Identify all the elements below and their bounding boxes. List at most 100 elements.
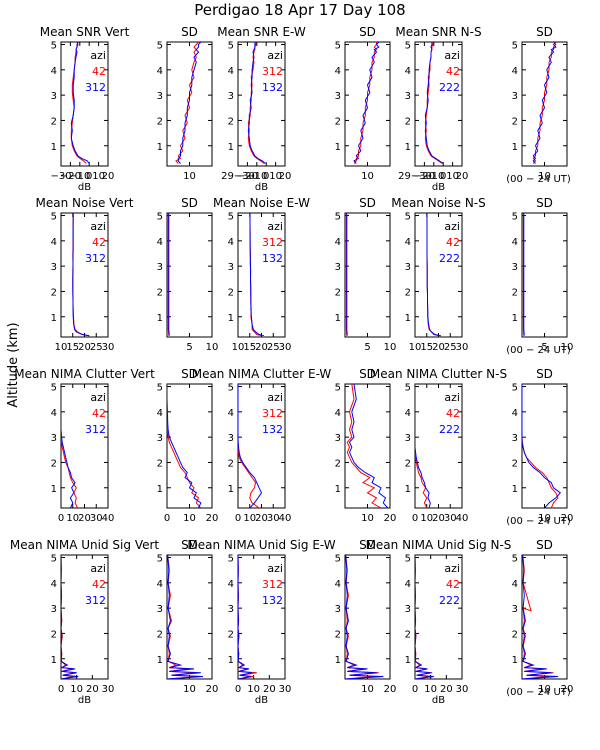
x-tick-label: 0 <box>235 684 241 695</box>
x-tick-label: 10 <box>446 171 459 182</box>
y-tick-label: 3 <box>228 433 234 444</box>
x-tick-label: −10 <box>423 171 444 182</box>
y-tick-label: 2 <box>228 287 234 298</box>
y-tick-label: 1 <box>157 313 163 324</box>
series-line-312 <box>346 384 382 508</box>
y-tick-label: 3 <box>335 262 341 273</box>
legend: azi 42 222 <box>439 220 460 265</box>
series-line-312 <box>167 384 202 508</box>
series-line-42 <box>426 213 439 337</box>
legend-title: azi <box>267 562 283 575</box>
x-tick-label: 20 <box>263 684 276 695</box>
x-tick-label: −20 <box>237 171 258 182</box>
x-tick-label: 20 <box>86 684 99 695</box>
plot-frame <box>344 212 391 338</box>
legend-entry: 312 <box>262 236 283 249</box>
series-group <box>70 42 90 164</box>
series-line-312 <box>345 555 379 679</box>
series-line-132 <box>353 42 380 164</box>
y-tick-label: 2 <box>335 458 341 469</box>
x-tick-label: 20 <box>384 513 397 524</box>
y-tick-label: 2 <box>405 287 411 298</box>
panel-title: SD <box>181 25 198 39</box>
y-tick-label: 1 <box>335 484 341 495</box>
x-tick-label: 40 <box>102 513 115 524</box>
y-tick-label: 2 <box>335 287 341 298</box>
panel-title: Mean SNR E-W <box>217 25 306 39</box>
series-group <box>249 213 265 337</box>
x-tick-label: 0 <box>412 684 418 695</box>
y-tick-label: 2 <box>51 629 57 640</box>
y-tick-label: 1 <box>405 142 411 153</box>
x-tick-label: 25 <box>90 342 103 353</box>
panel-r1-c5: SD 1 2 3 4 5 5 10(00 − 24 UT) <box>506 196 573 356</box>
series-line-42 <box>61 384 78 508</box>
x-tick-label: 0 <box>86 171 92 182</box>
y-tick-label: 3 <box>157 91 163 102</box>
x-tick-label: −20 <box>60 171 81 182</box>
x-tick-label: 30 <box>267 513 280 524</box>
legend: azi 312 132 <box>262 562 283 607</box>
series-group <box>353 42 380 164</box>
x-tick-label: 10 <box>424 684 437 695</box>
panel-title: Mean NIMA Clutter Vert <box>14 367 155 381</box>
legend-title: azi <box>267 220 283 233</box>
series-line-42 <box>175 42 199 164</box>
y-tick-label: 4 <box>157 237 163 248</box>
legend-entry: 312 <box>85 423 106 436</box>
panel-title: Mean SNR Vert <box>40 25 130 39</box>
y-tick-label: 3 <box>157 262 163 273</box>
legend-entry: 42 <box>446 236 460 249</box>
series-line-42 <box>61 555 76 679</box>
y-tick-label: 1 <box>512 313 518 324</box>
series-group <box>532 42 557 164</box>
y-tick-label: 2 <box>157 458 163 469</box>
legend-entry: 222 <box>439 594 460 607</box>
x-tick-label: 15 <box>243 342 256 353</box>
panel-r1-c2: Mean Noise E-W 1 2 3 4 5 10 15 20 25 30 azi 312 132 <box>213 196 310 353</box>
y-tick-label: 5 <box>335 383 341 394</box>
y-tick-label: 5 <box>157 383 163 394</box>
y-tick-label: 3 <box>228 604 234 615</box>
x-tick-label: 10 <box>538 684 551 695</box>
series-line-312 <box>70 42 90 164</box>
x-tick-label: 10 <box>361 684 374 695</box>
x-tick-label: 10 <box>55 342 68 353</box>
y-tick-label: 2 <box>157 629 163 640</box>
series-group <box>346 384 389 508</box>
x-tick-label: 20 <box>432 342 445 353</box>
plot-frame <box>414 41 463 167</box>
series-line-42 <box>415 555 433 679</box>
x-tick-label: 10 <box>269 171 282 182</box>
plot-frame <box>521 41 568 167</box>
y-tick-label: 4 <box>512 237 518 248</box>
plot-frame <box>344 41 391 167</box>
legend: azi 42 312 <box>85 391 106 436</box>
x-axis-label: dB <box>255 695 268 706</box>
y-tick-label: 2 <box>512 287 518 298</box>
x-tick-label: 0 <box>440 171 446 182</box>
y-tick-label: 3 <box>51 604 57 615</box>
y-tick-label: 3 <box>51 91 57 102</box>
legend: azi 312 132 <box>262 391 283 436</box>
y-tick-label: 3 <box>51 433 57 444</box>
x-tick-label: 10 <box>232 342 245 353</box>
y-tick-label: 3 <box>228 262 234 273</box>
y-tick-label: 4 <box>335 579 341 590</box>
x-tick-label: 0 <box>412 513 418 524</box>
panel-title: Mean Noise E-W <box>213 196 310 210</box>
x-axis-label: dB <box>255 182 268 193</box>
y-tick-label: 3 <box>405 91 411 102</box>
y-tick-label: 4 <box>157 579 163 590</box>
legend-entry: 42 <box>446 407 460 420</box>
series-group <box>238 555 257 679</box>
x-tick-label: 30 <box>102 684 115 695</box>
x-tick-label: 10 <box>243 513 256 524</box>
series-line-222 <box>532 42 557 164</box>
series-line-42 <box>167 555 199 679</box>
x-tick-label: 20 <box>456 171 469 182</box>
series-line-132 <box>238 384 263 508</box>
y-tick-label: 4 <box>335 66 341 77</box>
panel-title: SD <box>536 196 553 210</box>
